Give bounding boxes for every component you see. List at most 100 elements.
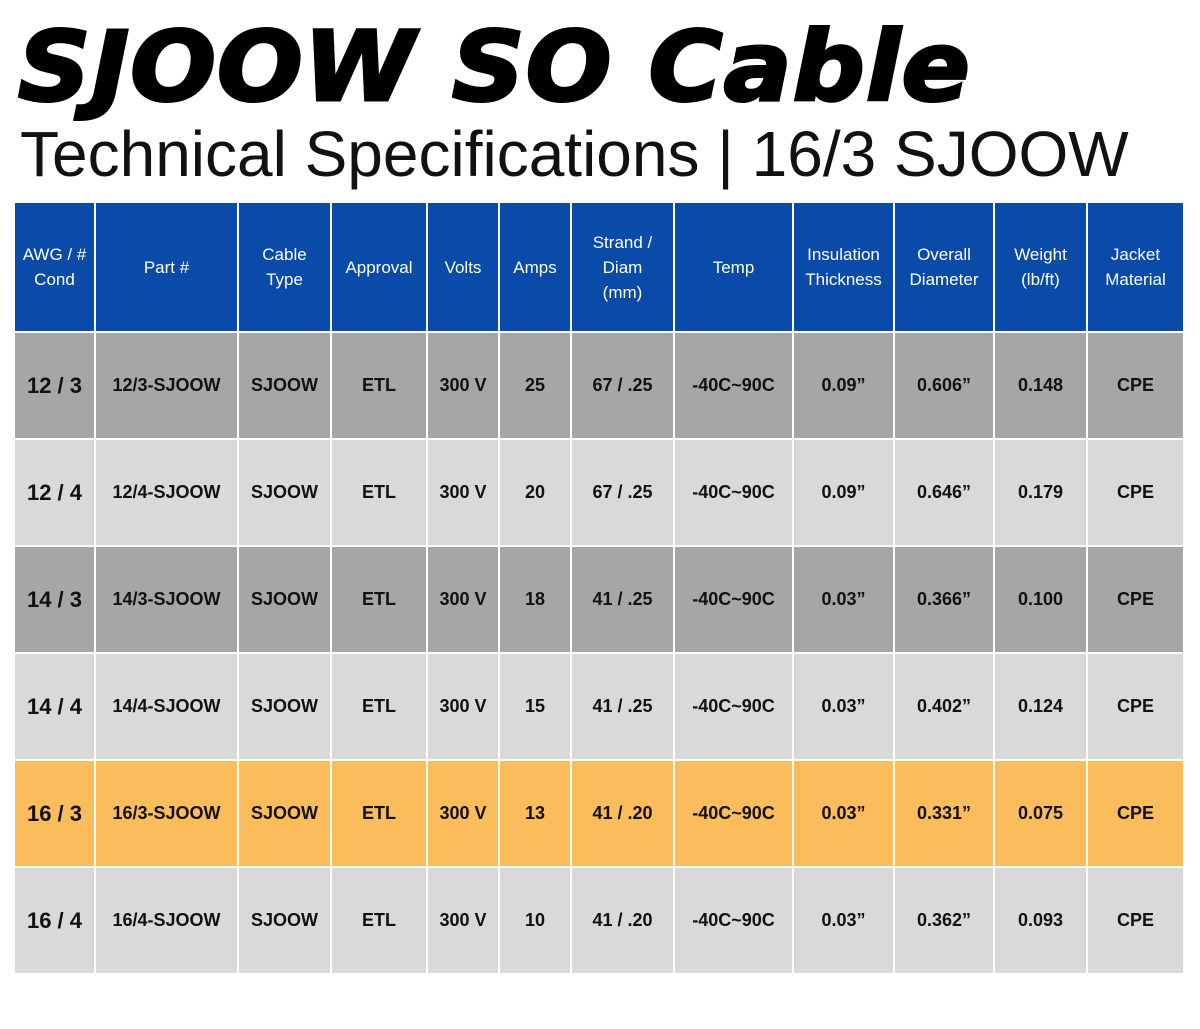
table-cell: 300 V xyxy=(428,440,498,545)
table-cell: 16/3-SJOOW xyxy=(96,761,237,866)
table-cell: 0.362” xyxy=(895,868,993,973)
header-cell: Cable Type xyxy=(239,203,330,331)
table-cell: CPE xyxy=(1088,654,1183,759)
header-text: (lb/ft) xyxy=(1021,270,1060,289)
table-cell: 16 / 3 xyxy=(15,761,94,866)
header-text: Overall xyxy=(917,245,971,264)
table-cell: -40C~90C xyxy=(675,440,792,545)
table-cell: ETL xyxy=(332,654,426,759)
table-cell: 25 xyxy=(500,333,570,438)
table-cell: 0.03” xyxy=(794,868,893,973)
table-cell: 0.09” xyxy=(794,440,893,545)
table-cell: 20 xyxy=(500,440,570,545)
table-cell: 0.03” xyxy=(794,654,893,759)
table-cell: 67 / .25 xyxy=(572,333,673,438)
header-cell: Part # xyxy=(96,203,237,331)
table-cell: 0.606” xyxy=(895,333,993,438)
table-cell: 300 V xyxy=(428,761,498,866)
header-text: Diam xyxy=(602,257,643,277)
table-cell: 0.124 xyxy=(995,654,1086,759)
table-cell: CPE xyxy=(1088,868,1183,973)
table-cell: 0.148 xyxy=(995,333,1086,438)
table-cell: SJOOW xyxy=(239,547,330,652)
table-cell: ETL xyxy=(332,333,426,438)
table-cell: -40C~90C xyxy=(675,547,792,652)
header-cell: Volts xyxy=(428,203,498,331)
table-cell: 10 xyxy=(500,868,570,973)
table-cell: -40C~90C xyxy=(675,868,792,973)
table-cell: 0.09” xyxy=(794,333,893,438)
header-text: (mm) xyxy=(602,282,643,302)
table-cell: SJOOW xyxy=(239,761,330,866)
header-text: Jacket xyxy=(1110,245,1161,264)
table-cell: 14 / 3 xyxy=(15,547,94,652)
table-cell: 16 / 4 xyxy=(15,868,94,973)
table-cell: 300 V xyxy=(428,654,498,759)
header-text: Weight xyxy=(1014,245,1067,264)
table-cell: 18 xyxy=(500,547,570,652)
table-cell: 0.331” xyxy=(895,761,993,866)
header-text: Volts xyxy=(444,257,482,277)
table-cell: 12 / 4 xyxy=(15,440,94,545)
table-cell: 0.03” xyxy=(794,547,893,652)
header-cell: Overall Diameter xyxy=(895,203,993,331)
header-cell: Temp xyxy=(675,203,792,331)
header-cell: Weight (lb/ft) xyxy=(995,203,1086,331)
table-cell: 14/4-SJOOW xyxy=(96,654,237,759)
header-cell: Approval xyxy=(332,203,426,331)
header-text: AWG / # xyxy=(22,245,87,264)
table-cell: 300 V xyxy=(428,868,498,973)
table-cell: 41 / .25 xyxy=(572,654,673,759)
header-text: Diameter xyxy=(909,270,979,289)
table-cell: 0.100 xyxy=(995,547,1086,652)
table-cell: 0.03” xyxy=(794,761,893,866)
subtitle: Technical Specifications | 16/3 SJOOW xyxy=(20,118,1129,190)
table-cell: 0.179 xyxy=(995,440,1086,545)
table-cell: CPE xyxy=(1088,440,1183,545)
table-cell: SJOOW xyxy=(239,440,330,545)
header-cell: AWG / # Cond xyxy=(15,203,94,331)
table-cell: -40C~90C xyxy=(675,761,792,866)
table-cell: 0.093 xyxy=(995,868,1086,973)
header-text: Part # xyxy=(143,257,190,277)
table-cell: 0.075 xyxy=(995,761,1086,866)
table-cell: 13 xyxy=(500,761,570,866)
table-cell: 14/3-SJOOW xyxy=(96,547,237,652)
table-cell: 0.646” xyxy=(895,440,993,545)
table-cell: 41 / .20 xyxy=(572,868,673,973)
header-cell: Insulation Thickness xyxy=(794,203,893,331)
table-cell: 300 V xyxy=(428,333,498,438)
header-text: Material xyxy=(1105,270,1166,289)
table-cell: 14 / 4 xyxy=(15,654,94,759)
header-text: Type xyxy=(266,270,303,289)
header-text: Approval xyxy=(345,257,413,277)
table-cell: 41 / .25 xyxy=(572,547,673,652)
table-cell: ETL xyxy=(332,761,426,866)
header-text: Temp xyxy=(712,257,755,277)
header-text: Cable xyxy=(262,245,307,264)
table-cell: -40C~90C xyxy=(675,654,792,759)
table-cell: ETL xyxy=(332,440,426,545)
table-cell: 12/4-SJOOW xyxy=(96,440,237,545)
table-cell: 15 xyxy=(500,654,570,759)
table-cell: SJOOW xyxy=(239,333,330,438)
table-cell: CPE xyxy=(1088,333,1183,438)
table-cell: SJOOW xyxy=(239,654,330,759)
header-text: Thickness xyxy=(805,270,882,289)
header-cell: Amps xyxy=(500,203,570,331)
table-cell: 0.402” xyxy=(895,654,993,759)
table-cell: ETL xyxy=(332,547,426,652)
table-cell: 16/4-SJOOW xyxy=(96,868,237,973)
table-cell: 41 / .20 xyxy=(572,761,673,866)
table-cell: SJOOW xyxy=(239,868,330,973)
table-cell: 67 / .25 xyxy=(572,440,673,545)
table-cell: 12/3-SJOOW xyxy=(96,333,237,438)
header-text: Insulation xyxy=(807,245,880,264)
table-cell: CPE xyxy=(1088,761,1183,866)
header-text: Cond xyxy=(34,270,75,289)
table-cell: ETL xyxy=(332,868,426,973)
header-cell: Strand / Diam (mm) xyxy=(572,203,673,331)
table-cell: CPE xyxy=(1088,547,1183,652)
table-cell: 0.366” xyxy=(895,547,993,652)
header-text: Amps xyxy=(513,257,557,277)
